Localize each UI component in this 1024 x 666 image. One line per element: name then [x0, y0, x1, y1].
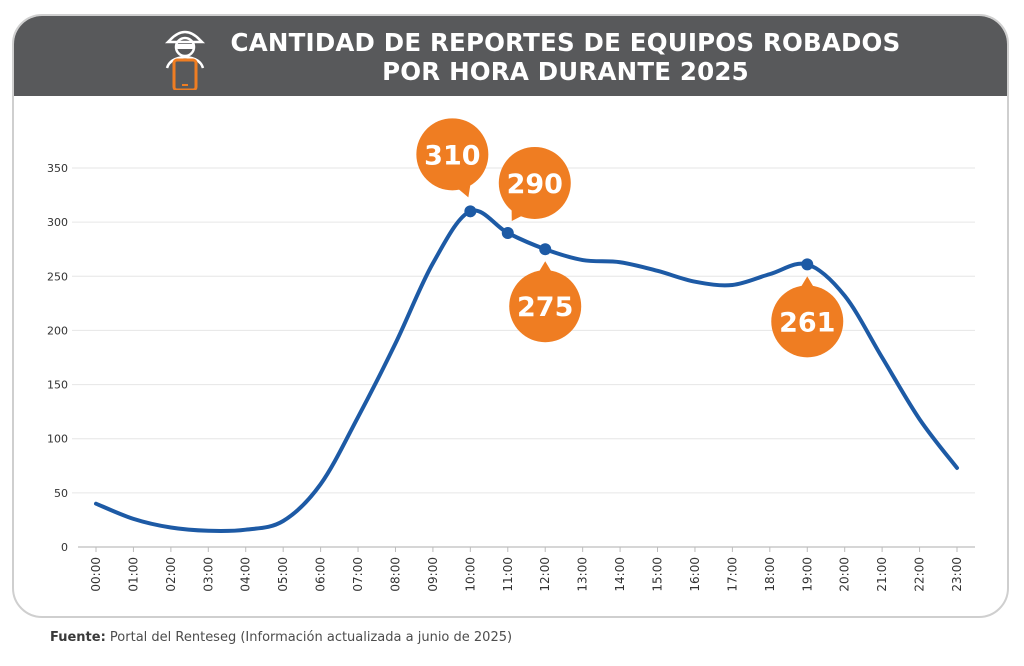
chart-title: CANTIDAD DE REPORTES DE EQUIPOS ROBADOS … [14, 28, 1007, 86]
x-tick-label: 21:00 [875, 557, 889, 592]
x-tick-label: 06:00 [314, 557, 328, 592]
x-tick-label: 15:00 [651, 557, 665, 592]
title-line-1: CANTIDAD DE REPORTES DE EQUIPOS ROBADOS [230, 28, 901, 57]
source-label: Fuente: [50, 630, 106, 645]
source-note: Fuente: Portal del Renteseg (Información… [50, 630, 512, 645]
source-text: Portal del Renteseg (Información actuali… [105, 630, 513, 645]
x-tick-label: 00:00 [89, 557, 103, 592]
annotation-bubble [416, 118, 489, 191]
x-tick-label: 03:00 [201, 557, 215, 592]
x-tick-label: 23:00 [950, 557, 964, 592]
x-tick-label: 09:00 [426, 557, 440, 592]
x-tick-label: 19:00 [800, 557, 814, 592]
y-tick-label: 100 [47, 433, 68, 446]
x-tick-label: 02:00 [164, 557, 178, 592]
annotation-label: 275 [517, 292, 573, 323]
x-tick-label: 17:00 [725, 557, 739, 592]
data-point-marker [801, 258, 814, 271]
y-tick-label: 0 [61, 541, 68, 554]
x-tick-label: 04:00 [239, 557, 253, 592]
data-point-marker [501, 226, 514, 239]
x-tick-label: 01:00 [126, 557, 140, 592]
x-tick-label: 07:00 [351, 557, 365, 592]
x-tick-label: 12:00 [538, 557, 552, 592]
title-line-2: POR HORA DURANTE 2025 [382, 57, 749, 86]
x-tick-label: 18:00 [763, 557, 777, 592]
annotation-bubble [509, 270, 582, 343]
x-tick-label: 13:00 [576, 557, 590, 592]
thief-with-phone-icon [164, 30, 206, 90]
y-tick-label: 200 [47, 324, 68, 337]
annotation-bubble [771, 285, 844, 358]
y-tick-label: 250 [47, 270, 68, 283]
chart-header: CANTIDAD DE REPORTES DE EQUIPOS ROBADOS … [14, 16, 1007, 96]
x-tick-label: 22:00 [913, 557, 927, 592]
y-tick-label: 50 [54, 487, 68, 500]
x-tick-label: 05:00 [276, 557, 290, 592]
annotation-bubble [498, 146, 571, 219]
y-tick-label: 350 [47, 162, 68, 175]
series-line [94, 208, 959, 534]
annotation-label: 290 [507, 169, 563, 200]
x-tick-label: 08:00 [388, 557, 402, 592]
x-tick-label: 16:00 [688, 557, 702, 592]
x-tick-label: 11:00 [501, 557, 515, 592]
y-tick-label: 300 [47, 216, 68, 229]
data-point-marker [464, 205, 477, 218]
x-tick-label: 10:00 [463, 557, 477, 592]
x-tick-label: 14:00 [613, 557, 627, 592]
data-point-marker [539, 243, 552, 256]
y-tick-label: 150 [47, 379, 68, 392]
annotation-label: 310 [424, 140, 480, 171]
annotation-label: 261 [779, 307, 835, 338]
x-tick-label: 20:00 [838, 557, 852, 592]
